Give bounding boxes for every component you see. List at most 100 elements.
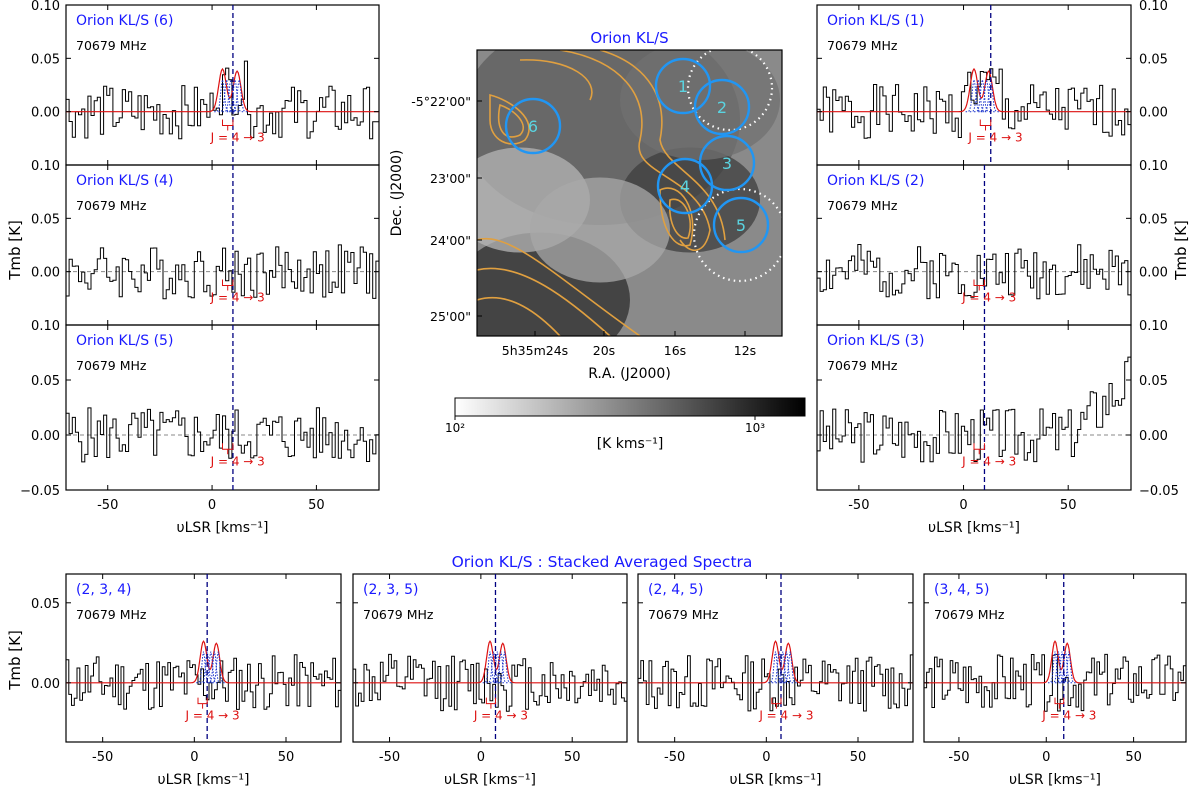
panel-title: Orion KL/S (6) (76, 13, 173, 29)
y-tick-label: 0.10 (31, 0, 60, 14)
hyperfine-component (1062, 651, 1076, 684)
panel-title: Orion KL/S (4) (76, 173, 173, 189)
emission-blob (530, 177, 670, 283)
x-axis-label: υLSR [kms⁻¹] (730, 772, 822, 788)
frequency-label: 70679 MHz (648, 607, 719, 622)
y-tick-label: 0.05 (31, 597, 60, 612)
x-tick-label: 0 (190, 750, 198, 765)
y-axis-label-right: Tmb [K] (1172, 220, 1190, 281)
map-x-axis-label: R.A. (J2000) (588, 366, 671, 382)
x-tick-label: 0 (208, 498, 216, 513)
hyperfine-component (1048, 651, 1062, 684)
hyperfine-component (775, 651, 791, 684)
hyperfine-component (1055, 651, 1069, 684)
panel-frame (637, 573, 914, 743)
observed-spectrum (638, 654, 913, 712)
y-tick-label: 0.10 (1139, 159, 1168, 174)
observed-spectrum (66, 654, 341, 710)
beam-circle-5 (712, 196, 770, 254)
transition-label: J = 4 → 3 (184, 709, 239, 723)
contour-line (659, 187, 694, 247)
map-title: Orion KL/S (590, 29, 668, 47)
contour-line (498, 103, 524, 138)
transition-label: J = 4 → 3 (210, 131, 265, 145)
plot-area (638, 640, 913, 712)
model-fit-line (66, 640, 341, 684)
frequency-label: 70679 MHz (827, 38, 898, 53)
contour-line (519, 59, 593, 101)
y-tick-label: −0.05 (1139, 484, 1179, 499)
y-axis-label-stacked: Tmb [K] (6, 630, 24, 691)
panel-frame (923, 573, 1187, 743)
colorbar-label: [K kms⁻¹] (597, 436, 664, 452)
y-tick-label: 0.00 (31, 106, 60, 121)
x-tick-label: 50 (1060, 498, 1077, 513)
x-tick-label: -50 (92, 750, 113, 765)
hyperfine-component (196, 651, 211, 684)
transition-bracket (973, 279, 985, 291)
y-tick-label: 0.00 (1139, 429, 1168, 444)
x-tick-label: 50 (1125, 750, 1142, 765)
y-tick-label: −0.05 (20, 484, 60, 499)
y-tick-label: 0.05 (31, 374, 60, 389)
transition-bracket (222, 443, 234, 455)
observed-spectrum (924, 653, 1186, 712)
model-fit-line (66, 67, 379, 113)
plot-area (66, 640, 341, 710)
spectrum-panel-s234: J = 4 → 3 (2, 3, 4) 70679 MHz 0.05 0.00 -50 0 5… (31, 573, 342, 788)
beam-label: 5 (736, 216, 746, 235)
hyperfine-component (768, 651, 783, 684)
x-tick-label: -50 (379, 750, 400, 765)
contour-line (489, 93, 530, 145)
map-x-tick-label: 16s (664, 343, 686, 358)
panel-title: (2, 3, 4) (76, 582, 131, 598)
contour-line (477, 237, 641, 336)
beam-label: 3 (722, 154, 732, 173)
model-fit-line (817, 67, 1131, 113)
transition-label: J = 4 → 3 (473, 709, 528, 723)
hyperfine-component (771, 651, 787, 684)
transition-label: J = 4 → 3 (1041, 709, 1096, 723)
colorbar: 10² 10³ [K kms⁻¹] (445, 397, 806, 452)
y-tick-label: 0.00 (31, 266, 60, 281)
transition-label: J = 4 → 3 (967, 131, 1022, 145)
beam-circle-6 (504, 97, 562, 155)
x-axis-label: υLSR [kms⁻¹] (928, 520, 1020, 536)
x-axis-label: υLSR [kms⁻¹] (158, 772, 250, 788)
transition-bracket (222, 279, 234, 291)
map-x-tick-label: 5h35m24s (502, 343, 568, 358)
model-fit-line (924, 640, 1186, 684)
y-tick-label: 0.00 (1139, 106, 1168, 121)
hyperfine-component (199, 651, 215, 684)
x-tick-label: 50 (850, 750, 867, 765)
contour-line (477, 267, 611, 336)
x-tick-label: -50 (97, 498, 118, 513)
observed-spectrum (66, 244, 379, 300)
plot-area (817, 67, 1131, 139)
panel-frame (65, 324, 380, 491)
x-axis-label: υLSR [kms⁻¹] (444, 772, 536, 788)
transition-label: J = 4 → 3 (210, 291, 265, 305)
offset-position-circle (692, 187, 782, 283)
map-y-axis-label: Dec. (J2000) (389, 150, 405, 237)
hyperfine-component (1058, 651, 1073, 684)
offset-position-circle (686, 50, 774, 132)
x-tick-label: 50 (564, 750, 581, 765)
spectrum-panel-p1: J = 4 → 3 Orion KL/S (1) 70679 MHz 0.10 0.05… (816, 0, 1168, 166)
observed-spectrum (817, 244, 1131, 300)
hyperfine-component (493, 651, 509, 684)
transition-bracket (485, 697, 496, 709)
hyperfine-component (482, 651, 498, 684)
plot-area (924, 640, 1186, 712)
y-tick-label: 0.00 (1139, 266, 1168, 281)
transition-bracket (771, 697, 782, 709)
frequency-label: 70679 MHz (363, 607, 434, 622)
hyperfine-component (779, 651, 794, 684)
colorbar-tick-label: 10³ (745, 421, 765, 435)
observed-spectrum (817, 68, 1131, 139)
spectrum-panel-s345: J = 4 → 3 (3, 4, 5) 70679 MHz -50 0 50 υLSR [k… (923, 573, 1187, 788)
hyperfine-component (497, 651, 512, 684)
y-tick-label: 0.05 (1139, 52, 1168, 67)
y-tick-label: 0.05 (1139, 374, 1168, 389)
